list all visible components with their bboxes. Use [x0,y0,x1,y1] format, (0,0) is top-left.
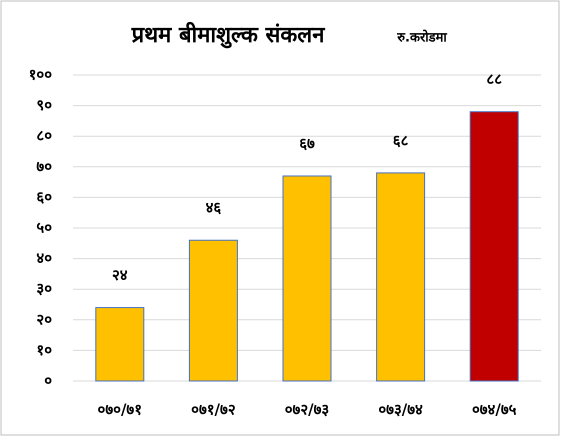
bar [376,172,426,382]
y-tick-label: ८० [36,127,52,145]
chart-subtitle: रु.करोडमा [396,30,447,46]
y-tick-label: ० [44,372,52,390]
y-tick-label: ४० [36,249,52,267]
x-tick-label: ०७३/७४ [378,401,423,419]
data-label: ६७ [299,134,315,152]
chart-title: प्रथम बीमाशुल्क संकलन [131,21,326,49]
x-tick-label: ०७१/७२ [191,401,235,419]
data-label: ४६ [206,199,222,217]
data-label: २४ [112,266,128,284]
y-tick-label: ७० [36,157,52,175]
x-tick-label: ०७०/७१ [98,401,142,419]
x-tick-label: ०७२/७३ [285,401,329,419]
y-tick-label: ९० [36,96,52,114]
x-tick-label: ०७४/७५ [472,401,517,419]
y-tick-label: १० [36,341,52,359]
bar [469,111,519,382]
y-tick-label: ३० [36,280,52,298]
y-tick-label: ६० [36,188,52,206]
y-tick-label: २० [36,310,52,328]
y-tick-label: ५० [36,219,52,237]
bar [282,175,332,382]
y-tick-label: १०० [29,66,53,84]
data-label: ६८ [393,131,409,149]
bar [95,307,145,382]
data-label: ८८ [486,70,502,88]
bar [188,239,238,382]
